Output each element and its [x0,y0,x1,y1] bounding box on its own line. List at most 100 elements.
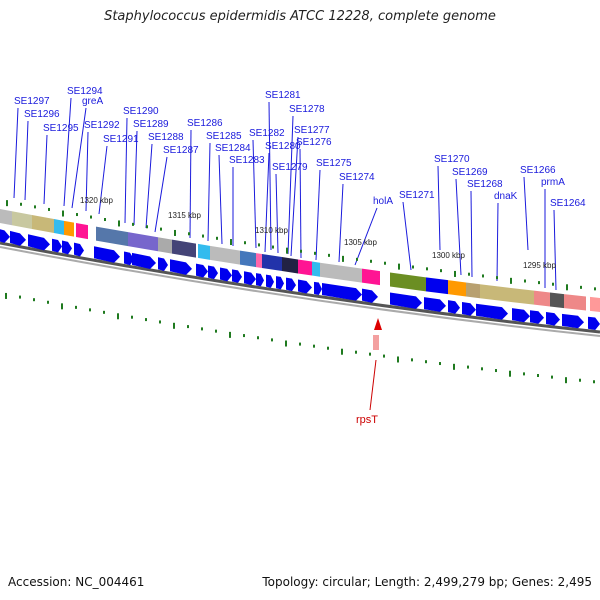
scale-tick [215,329,217,333]
gene-leader [189,129,192,239]
scale-tick [594,287,596,291]
scale-tick [75,305,77,309]
gene-arrow [74,242,84,257]
feature-segment [0,209,12,226]
gene-arrow [28,234,50,251]
feature-segment [466,282,480,299]
gene-arrow [94,246,120,263]
scale-tick [313,344,315,348]
scale-tick [34,205,36,209]
scale-tick [552,282,554,286]
feature-segment [512,288,534,305]
scale-tick [496,276,498,280]
scale-tick [173,322,175,329]
scale-tick [201,327,203,331]
gene-label: SE1290 [123,106,159,117]
rpsT-arrow-head [374,318,382,330]
gene-arrow [448,300,460,314]
scale-tick [453,363,455,370]
feature-segment [12,211,32,230]
rpsT-leader [369,359,377,411]
scale-tick [20,202,22,206]
scale-tick [243,334,245,338]
gene-leader [354,207,378,266]
gene-label: SE1270 [434,154,470,165]
gene-label: SE1282 [249,128,285,139]
kbp-label: 1300 kbp [432,251,465,260]
feature-segment [312,261,320,277]
gene-arrow [52,238,62,253]
kbp-label: 1320 kbp [80,196,113,205]
scale-tick [327,346,329,350]
scale-tick [425,360,427,364]
scale-tick [187,325,189,329]
scale-tick [509,370,511,377]
gene-label: SE1284 [215,143,251,154]
gene-arrow [546,312,560,326]
scale-tick [481,367,483,371]
kbp-label: 1315 kbp [168,211,201,220]
kbp-labels: 1320 kbp 1315 kbp 1310 kbp 1305 kbp 1300 kbp… [80,196,556,270]
gene-label: SE1279 [272,162,308,173]
gene-leader [85,131,89,212]
feature-segment [198,243,210,260]
gene-leader [275,173,279,254]
gene-arrow [208,265,218,280]
feature-segment [448,280,466,297]
scale-tick [48,207,50,211]
gene-label: SE1283 [229,155,265,166]
gene-leader [268,101,272,251]
scale-tick [467,365,469,369]
scale-tick [285,340,287,347]
gene-arrow [530,310,544,324]
feature-segment [64,220,74,237]
tick-row-bottom [5,292,595,384]
gene-arrow [298,279,312,294]
gene-leader [523,176,529,251]
gene-label: SE1280 [265,141,301,152]
feature-segment [54,219,64,235]
feature-segment [320,262,362,283]
scale-tick [6,200,8,207]
gene-arrow [10,230,26,246]
feature-segment [32,215,54,234]
scale-tick [398,263,400,270]
gene-leader [154,156,168,233]
scale-tick [160,227,162,231]
gene-label: SE1291 [103,134,139,145]
scale-tick [328,253,330,257]
gene-arrow [220,267,232,282]
scale-tick [551,375,553,379]
gene-label: SE1292 [84,120,120,131]
gene-leader [553,209,557,291]
gene-label: SE1296 [24,109,60,120]
gene-label: SE1264 [550,198,586,209]
gene-label: SE1286 [187,118,223,129]
gene-leader [145,143,153,229]
scale-tick [510,277,512,284]
scale-tick [258,243,260,247]
feature-segment [240,250,256,268]
gene-label: greA [82,96,103,107]
scale-tick [286,247,288,254]
scale-tick [188,232,190,236]
scale-tick [230,239,232,246]
gene-arrow [256,273,264,287]
gene-label: SE1297 [14,96,50,107]
scale-tick [342,255,344,262]
scale-tick [216,236,218,240]
scale-tick [117,313,119,320]
feature-segment [96,226,128,247]
gene-arrow [196,263,208,278]
gene-label: SE1275 [316,158,352,169]
kbp-label: 1310 kbp [255,226,288,235]
scale-tick [566,284,568,291]
scale-tick [145,318,147,322]
feature-segment [128,232,158,252]
scale-tick [356,257,358,261]
gene-label: SE1266 [520,165,556,176]
feature-segment [362,268,380,286]
scale-tick [132,222,134,226]
scale-tick [523,372,525,376]
